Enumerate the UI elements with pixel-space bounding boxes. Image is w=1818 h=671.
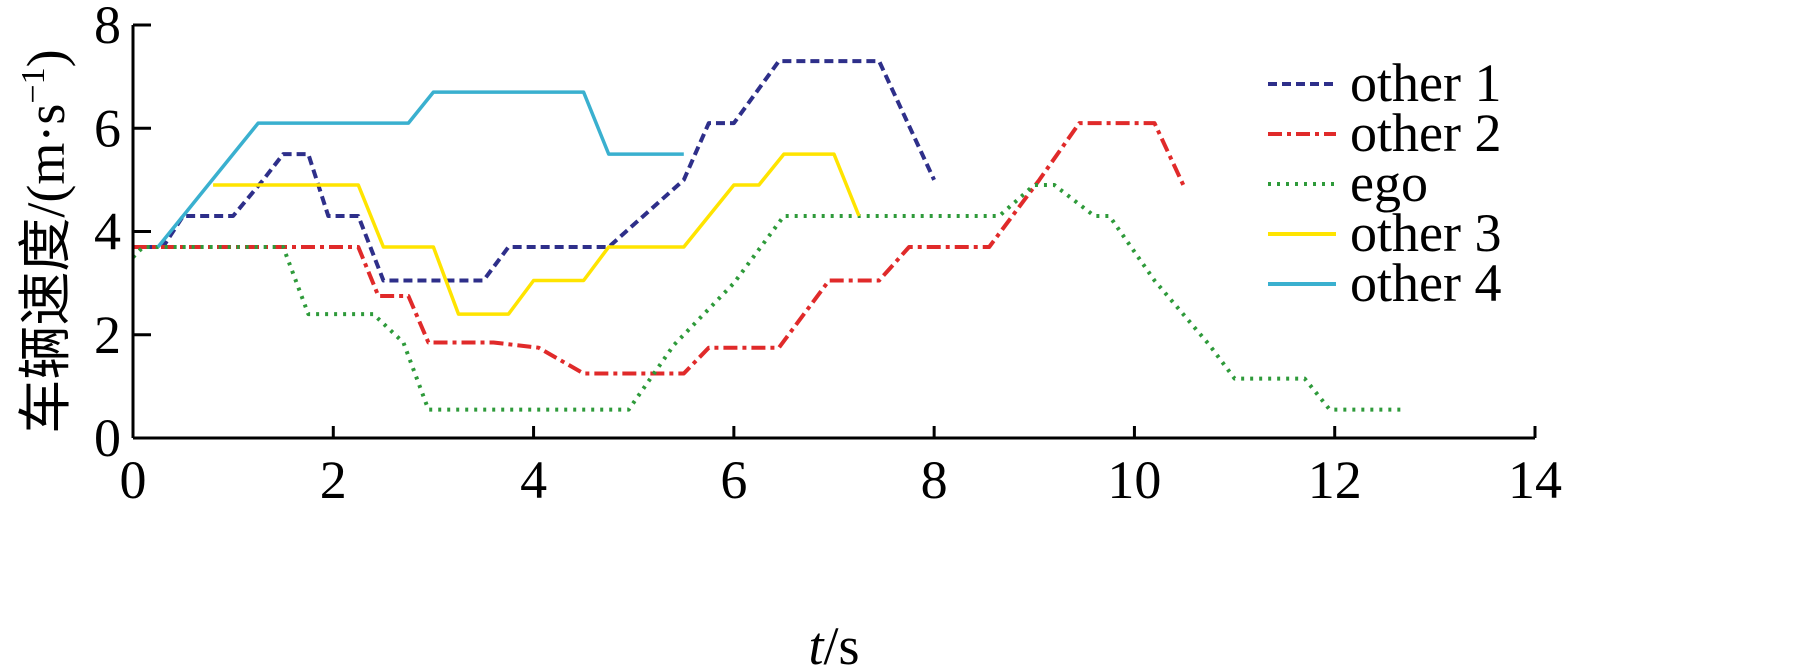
y-tick-label: 8 bbox=[94, 0, 121, 55]
y-tick-label: 4 bbox=[94, 202, 121, 262]
y-axis-title-superscript: −1 bbox=[15, 67, 52, 103]
x-tick-label: 0 bbox=[120, 450, 147, 510]
series-line-ego bbox=[131, 183, 1405, 412]
y-axis-title: 车辆速度/(m·s−1) bbox=[15, 49, 76, 433]
x-tick-label: 8 bbox=[921, 450, 948, 510]
plot-lines bbox=[131, 59, 1405, 412]
legend-label: other 4 bbox=[1350, 253, 1501, 313]
series-line-other-4 bbox=[156, 90, 684, 249]
y-axis-title-close: ) bbox=[16, 49, 76, 67]
series-line-other-2 bbox=[133, 121, 1187, 376]
series-line-other-3 bbox=[213, 152, 861, 316]
y-tick-label: 2 bbox=[94, 305, 121, 365]
x-axis-title-unit: /s bbox=[823, 616, 859, 671]
y-tick-label: 6 bbox=[94, 98, 121, 158]
x-tick-label: 12 bbox=[1308, 450, 1362, 510]
x-tick-label: 14 bbox=[1508, 450, 1562, 510]
y-ticks: 0 2 4 6 8 bbox=[94, 0, 151, 468]
x-ticks: 0 2 4 6 8 10 12 14 bbox=[120, 426, 1562, 510]
legend-label: ego bbox=[1350, 153, 1428, 213]
x-axis-title: t/s bbox=[808, 616, 859, 671]
legend-label: other 3 bbox=[1350, 203, 1501, 263]
x-tick-label: 2 bbox=[320, 450, 347, 510]
x-tick-label: 10 bbox=[1107, 450, 1161, 510]
x-tick-label: 4 bbox=[520, 450, 547, 510]
y-axis-title-main: 车辆速度/(m·s bbox=[16, 104, 76, 434]
x-tick-label: 6 bbox=[720, 450, 747, 510]
axes: 0 2 4 6 8 10 12 14 0 2 4 6 8 bbox=[94, 0, 1562, 510]
series-line-other-1 bbox=[133, 59, 936, 283]
y-tick-label: 0 bbox=[94, 408, 121, 468]
x-axis-title-variable: t bbox=[808, 616, 825, 671]
legend-label: other 2 bbox=[1350, 103, 1501, 163]
legend-label: other 1 bbox=[1350, 53, 1501, 113]
